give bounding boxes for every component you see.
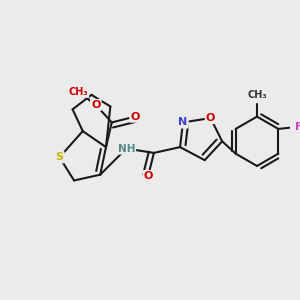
Text: F: F: [295, 122, 300, 133]
Text: O: O: [143, 171, 153, 181]
Text: N: N: [178, 117, 188, 128]
Text: O: O: [206, 113, 215, 123]
Text: S: S: [56, 152, 64, 162]
Text: CH₃: CH₃: [247, 90, 267, 100]
Text: O: O: [91, 100, 101, 110]
Text: O: O: [130, 112, 140, 122]
Text: NH: NH: [118, 143, 135, 154]
Text: CH₃: CH₃: [69, 87, 88, 97]
